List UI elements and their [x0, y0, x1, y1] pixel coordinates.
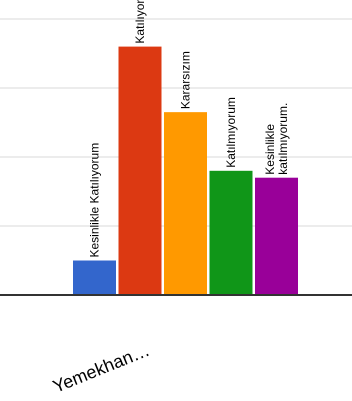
bar [164, 112, 207, 296]
bar-label: Katılıyorum [133, 0, 147, 44]
bar-label-group: Kesinlikle Katılıyorum Katılıyorum Kararsı… [88, 0, 291, 258]
bar [73, 260, 116, 295]
bar [118, 46, 162, 295]
bar-label: Kesinlikle Katılıyorum [88, 143, 102, 258]
bar [255, 177, 298, 295]
bar-group [73, 46, 298, 296]
category-label: Yemekhan… [50, 340, 152, 397]
bar-label: Kararsızım [179, 51, 193, 109]
bar-label: Kesinlikle [263, 124, 277, 175]
bar-label: Katılmıyorum [224, 97, 238, 168]
bar-label: katılmıyorum. [276, 103, 290, 175]
bar [209, 170, 253, 295]
